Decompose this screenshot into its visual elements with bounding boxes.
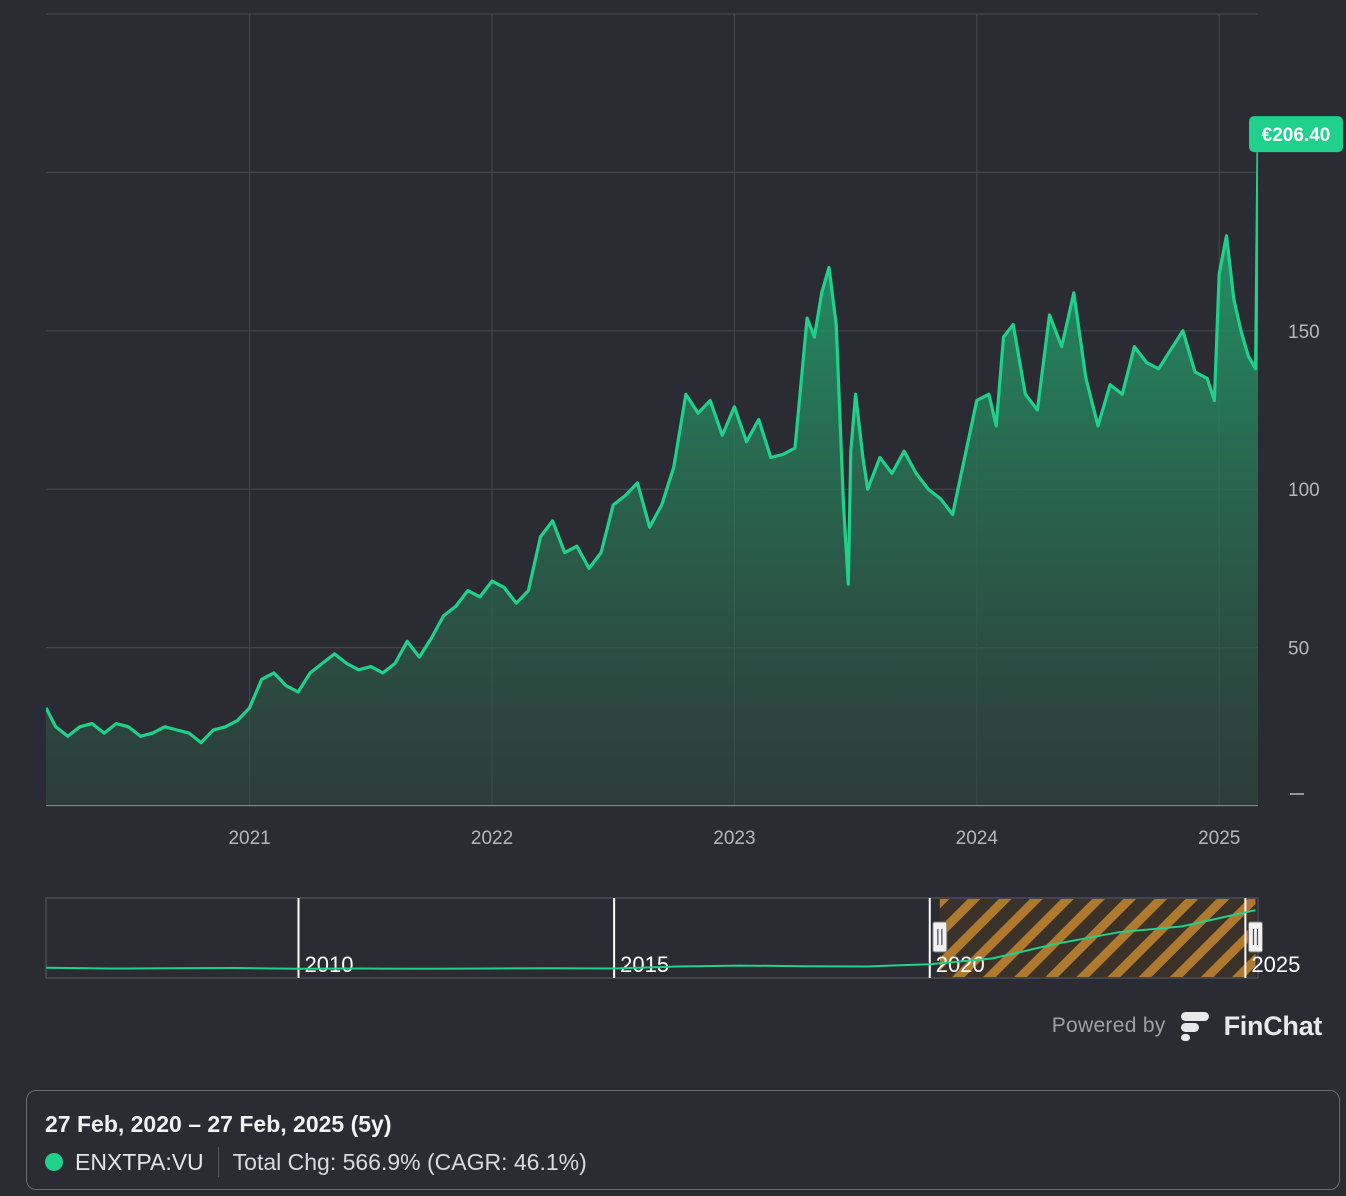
y-tick-label: 100 — [1288, 480, 1320, 501]
powered-by: Powered by FinChat — [1052, 1008, 1322, 1044]
navigator-year-label: 2025 — [1251, 952, 1300, 977]
divider — [217, 1147, 219, 1177]
last-price-text: €206.40 — [1262, 125, 1331, 146]
y-tick-label: 50 — [1288, 639, 1309, 660]
x-tick-label: 2022 — [471, 828, 513, 849]
x-tick-label: 2025 — [1198, 828, 1240, 849]
finchat-logo-icon — [1180, 1012, 1209, 1041]
navigator-line — [45, 909, 1256, 970]
total-change-text: Total Chg: 566.9% (CAGR: 46.1%) — [232, 1148, 587, 1175]
date-range-text: 27 Feb, 2020 – 27 Feb, 2025 (5y) — [45, 1111, 392, 1137]
y-tick-label: 150 — [1288, 322, 1320, 343]
last-price-badge: €206.40 — [1249, 116, 1343, 153]
finchat-brand-name: FinChat — [1223, 1010, 1323, 1041]
price-area — [46, 152, 1258, 806]
series-color-dot-icon — [45, 1153, 63, 1171]
x-tick-label: 2023 — [713, 828, 755, 849]
navigator-year-label: 2010 — [305, 952, 354, 977]
range-navigator[interactable]: 2010 2015 2020 2025 — [45, 897, 1300, 979]
navigator-year-label: 2020 — [936, 952, 985, 977]
series-summary-row: ENXTPA:VU Total Chg: 566.9% (CAGR: 46.1%… — [45, 1147, 587, 1177]
price-line — [46, 152, 1258, 745]
summary-panel: 27 Feb, 2020 – 27 Feb, 2025 (5y) ENXTPA:… — [26, 1090, 1340, 1190]
x-tick-label: 2021 — [228, 828, 270, 849]
navigator-year-label: 2015 — [620, 952, 669, 977]
navigator-right-handle[interactable] — [1247, 921, 1263, 953]
series-ticker: ENXTPA:VU — [75, 1148, 204, 1175]
navigator-selection[interactable] — [939, 899, 1256, 977]
powered-by-text: Powered by — [1051, 1014, 1166, 1037]
navigator-left-handle[interactable] — [932, 921, 948, 953]
x-tick-label: 2024 — [956, 828, 999, 849]
